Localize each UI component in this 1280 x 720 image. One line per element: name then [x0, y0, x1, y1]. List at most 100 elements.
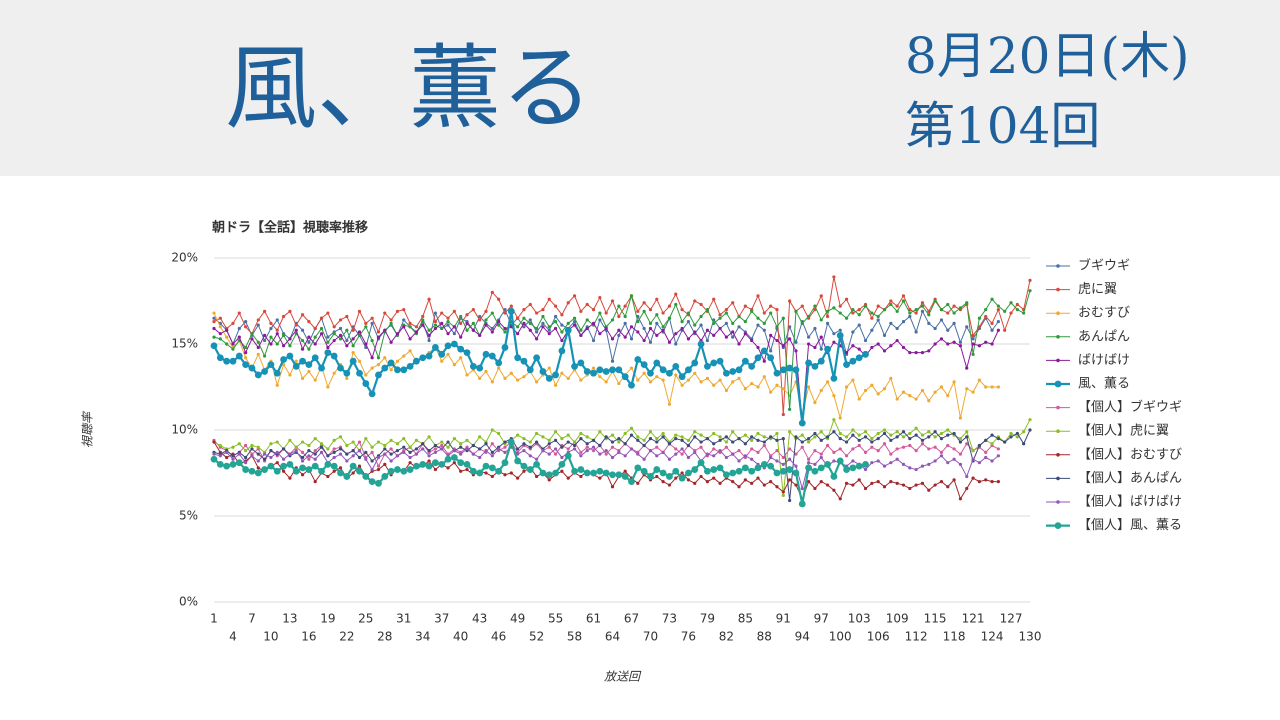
data-point [459, 335, 463, 339]
data-point [484, 318, 488, 322]
data-point [402, 445, 406, 449]
data-point [825, 435, 830, 439]
data-point [724, 440, 728, 444]
data-point [920, 464, 925, 468]
data-point [648, 321, 653, 325]
data-point [440, 447, 444, 451]
data-point [889, 376, 893, 380]
data-point [490, 474, 494, 479]
data-point [300, 338, 305, 343]
data-point [288, 309, 292, 313]
legend-marker-dot [1056, 405, 1060, 410]
data-point [596, 366, 604, 374]
data-point [400, 467, 408, 475]
data-point [680, 435, 684, 439]
data-point [288, 373, 292, 377]
data-point [876, 431, 880, 436]
legend-marker-dot [1056, 476, 1060, 481]
data-point [705, 452, 709, 456]
data-point [661, 431, 665, 436]
data-point [807, 342, 811, 346]
data-point [351, 454, 355, 458]
data-point [724, 388, 728, 393]
data-point [553, 447, 558, 451]
data-point [895, 435, 899, 439]
x-tick-label: 37 [434, 612, 449, 626]
data-point [667, 316, 672, 320]
data-point [591, 445, 596, 449]
data-point [920, 304, 925, 308]
data-point [655, 440, 659, 444]
data-point [541, 321, 545, 325]
data-point [522, 469, 526, 473]
data-point [712, 333, 716, 337]
data-point [705, 338, 709, 343]
data-point [648, 430, 653, 434]
data-point [497, 297, 501, 301]
data-point [300, 459, 305, 463]
data-point [971, 337, 975, 341]
data-point [693, 481, 697, 485]
data-point [889, 480, 893, 484]
data-point [242, 361, 250, 369]
data-point [908, 311, 912, 315]
data-point [560, 330, 564, 334]
data-point [750, 481, 754, 485]
data-point [577, 466, 585, 473]
data-point [509, 304, 513, 308]
data-point [235, 352, 243, 360]
data-point [933, 342, 937, 346]
data-point [819, 294, 823, 298]
data-point [547, 366, 551, 370]
data-point [370, 321, 374, 325]
data-point [838, 497, 842, 501]
data-point [313, 342, 317, 346]
data-point [528, 318, 532, 322]
data-point [345, 459, 349, 463]
data-point [870, 440, 874, 444]
data-point [851, 330, 855, 334]
data-point [553, 383, 558, 387]
data-point [288, 476, 292, 480]
data-point [863, 388, 868, 393]
data-point [680, 438, 684, 442]
data-point [427, 454, 431, 458]
data-point [609, 471, 616, 479]
data-point [583, 368, 591, 375]
data-point [965, 387, 969, 391]
data-point [933, 483, 937, 487]
data-point [288, 438, 292, 442]
drama-title: 風、薫る [225, 35, 593, 142]
data-point [591, 338, 596, 343]
data-point [939, 318, 944, 322]
data-point [326, 335, 330, 339]
data-point [465, 438, 469, 442]
data-point [882, 428, 887, 432]
data-point [958, 440, 963, 444]
data-point [218, 454, 222, 458]
data-point [553, 304, 558, 308]
data-point [235, 459, 243, 467]
x-tick-label: 100 [829, 630, 852, 644]
data-point [794, 452, 798, 456]
data-point [503, 326, 507, 331]
x-tick-label: 19 [320, 612, 335, 626]
data-point [288, 344, 292, 348]
data-point [870, 383, 874, 387]
data-point [281, 469, 286, 473]
data-point [402, 354, 406, 358]
data-point [927, 321, 931, 325]
data-point [572, 316, 577, 320]
data-point [724, 435, 728, 439]
data-point [977, 461, 981, 465]
data-point [572, 443, 577, 448]
data-point [402, 450, 406, 454]
data-point [427, 449, 431, 453]
legend-marker-dot [1056, 358, 1060, 363]
data-point [585, 435, 589, 439]
data-point [1015, 435, 1019, 439]
data-point [914, 433, 918, 437]
x-tick-label: 40 [453, 630, 468, 644]
data-point [615, 471, 623, 479]
